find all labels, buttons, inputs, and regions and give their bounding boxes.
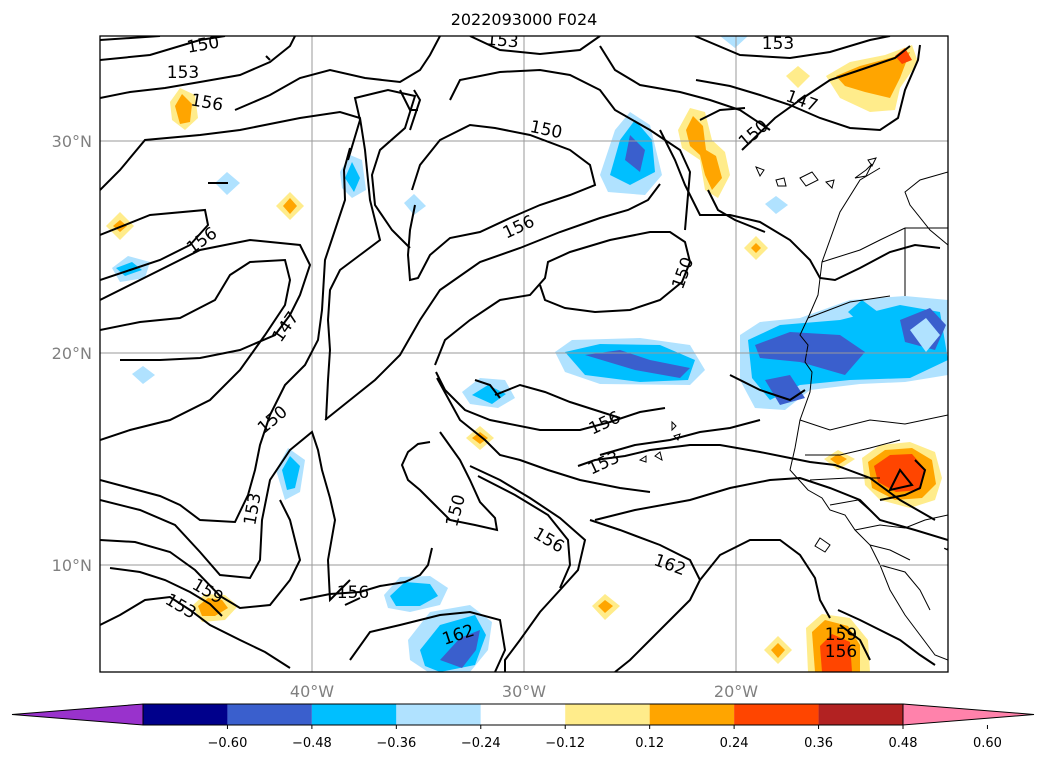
contour-lines (100, 36, 948, 672)
colorbar-bin (818, 704, 903, 725)
colorbar-bin (480, 704, 566, 725)
colorbar-tick-label: 0.24 (720, 736, 749, 751)
colorbar-bin (565, 704, 650, 725)
contour-label: 159 (825, 625, 857, 645)
figure-title: 2022093000 F024 (451, 10, 598, 29)
lat-tick-label: 20°N (52, 344, 92, 363)
colorbar-bin (649, 704, 735, 725)
lat-axis: 30°N 20°N 10°N (52, 132, 92, 575)
colorbar-bin (396, 704, 481, 725)
contour-label: 156 (825, 642, 857, 662)
colorbar-bin (143, 704, 228, 725)
colorbar-tick-label: 0.60 (973, 736, 1002, 751)
colorbar-tick-label: −0.24 (461, 736, 501, 751)
colorbar-tick-label: 0.48 (889, 736, 918, 751)
lat-tick-label: 10°N (52, 556, 92, 575)
contour-label: 15 (940, 534, 968, 561)
lon-axis: 40°W 30°W 20°W (290, 682, 758, 701)
lat-tick-label: 30°N (52, 132, 92, 151)
map-frame (99, 35, 949, 673)
colorbar-tick-label: −0.36 (376, 736, 416, 751)
colorbar-frame (142, 703, 904, 726)
lon-tick-label: 20°W (714, 682, 758, 701)
colorbar-extend-low (11, 703, 144, 726)
colorbar-bin (311, 704, 397, 725)
contour-label: 150 (185, 32, 220, 57)
lon-tick-label: 30°W (502, 682, 546, 701)
colorbar-tick-label: 0.12 (635, 736, 664, 751)
colorbar-extend-high (902, 703, 1035, 726)
colorbar-bin (734, 704, 819, 725)
colorbar-tick-label: −0.60 (208, 736, 248, 751)
contour-label: 153 (762, 34, 794, 54)
colorbar-tick-label: −0.48 (292, 736, 332, 751)
colorbar-tick-label: 0.36 (804, 736, 833, 751)
colorbar: −0.60 −0.48 −0.36 −0.24 −0.12 0.12 0.24 0.36 0.4… (11, 703, 1035, 751)
contour-label: 156 (337, 583, 369, 603)
colorbar-bin (227, 704, 312, 725)
lon-tick-label: 40°W (290, 682, 334, 701)
map-panel: 150 153 156 153 150 156 153 147 150 156 … (100, 30, 968, 672)
contour-label: 153 (167, 63, 199, 83)
contour-label: 153 (485, 30, 519, 53)
colorbar-tick-label: −0.12 (545, 736, 585, 751)
